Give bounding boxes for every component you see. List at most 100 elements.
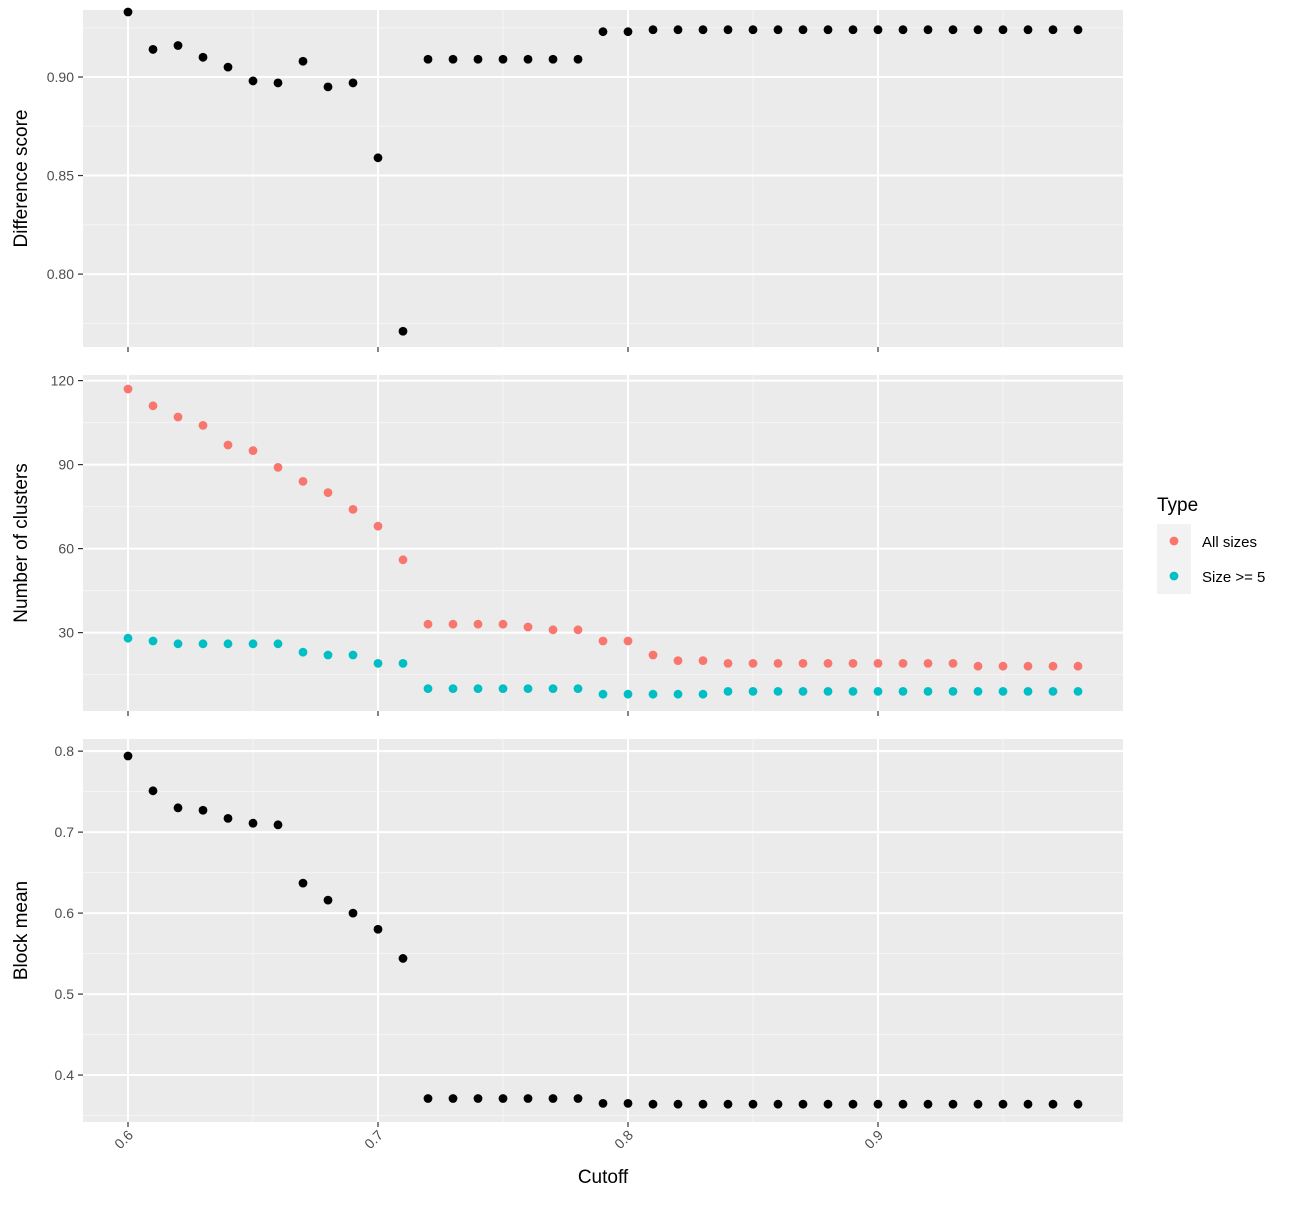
data-point <box>373 153 383 163</box>
data-point <box>548 625 558 635</box>
data-point <box>348 650 358 660</box>
data-point <box>948 687 958 696</box>
data-point <box>348 78 358 88</box>
data-point <box>923 687 933 696</box>
data-point <box>373 659 383 668</box>
y-tick-label: 120 <box>51 373 75 389</box>
data-point <box>223 813 233 823</box>
data-point <box>723 1099 733 1109</box>
data-point <box>798 687 808 696</box>
data-point <box>948 25 958 35</box>
y-tick-label: 90 <box>58 457 74 473</box>
data-point <box>823 687 833 696</box>
series-1 <box>123 751 1083 1109</box>
data-point <box>1073 661 1083 671</box>
y-tick-label: 0.90 <box>47 69 74 85</box>
data-point <box>698 25 708 35</box>
data-point <box>448 54 458 64</box>
data-point <box>848 687 858 696</box>
data-point <box>698 1099 708 1109</box>
series-2 <box>123 633 1083 699</box>
data-point <box>248 76 258 86</box>
data-point <box>548 1094 558 1103</box>
data-point <box>523 1094 533 1103</box>
series-1 <box>123 7 1083 336</box>
data-point <box>473 54 483 64</box>
data-point <box>823 25 833 35</box>
data-point <box>473 684 483 693</box>
data-point <box>198 421 208 430</box>
data-point <box>873 687 883 696</box>
y-tick-label: 0.6 <box>55 905 75 921</box>
data-point <box>573 1094 583 1103</box>
data-point <box>848 25 858 35</box>
data-point <box>248 818 258 828</box>
data-point <box>898 659 908 668</box>
data-point <box>748 1099 758 1109</box>
data-point <box>598 689 608 699</box>
data-point <box>123 633 133 643</box>
data-point <box>798 25 808 35</box>
data-point <box>498 54 508 64</box>
y-tick-label: 0.4 <box>55 1067 75 1083</box>
data-point <box>1048 687 1058 696</box>
data-point <box>273 820 283 830</box>
data-point <box>198 52 208 62</box>
y-axis-title: Number of clusters <box>11 463 32 622</box>
data-point <box>648 1099 658 1109</box>
data-point <box>673 25 683 35</box>
data-point <box>873 25 883 35</box>
data-point <box>198 639 208 649</box>
data-point <box>998 25 1008 35</box>
data-point <box>898 687 908 696</box>
data-point <box>298 878 308 888</box>
data-point <box>648 689 658 699</box>
data-point <box>998 661 1008 671</box>
data-point <box>548 54 558 64</box>
data-point <box>423 54 433 64</box>
data-point <box>773 659 783 668</box>
y-tick-label: 0.85 <box>47 168 74 184</box>
data-point <box>1048 25 1058 35</box>
data-point <box>448 619 458 629</box>
data-point <box>1023 1099 1033 1109</box>
panel-background <box>83 375 1123 711</box>
data-point <box>323 650 333 660</box>
data-point <box>248 446 258 455</box>
panel-background <box>83 739 1123 1122</box>
data-point <box>973 687 983 696</box>
data-point <box>723 25 733 35</box>
data-point <box>473 1094 483 1103</box>
data-point <box>848 659 858 668</box>
data-point <box>573 54 583 64</box>
data-point <box>473 619 483 629</box>
y-tick-label: 0.7 <box>55 824 75 840</box>
data-point <box>448 1094 458 1103</box>
legend-marker <box>1169 536 1179 546</box>
data-point <box>673 689 683 699</box>
data-point <box>873 1099 883 1109</box>
data-point <box>398 659 408 668</box>
data-point <box>323 82 333 92</box>
data-point <box>723 687 733 696</box>
data-point <box>823 659 833 668</box>
data-point <box>773 687 783 696</box>
data-point <box>598 27 608 37</box>
data-point <box>323 895 333 905</box>
data-point <box>898 25 908 35</box>
data-point <box>773 1099 783 1109</box>
data-point <box>648 650 658 660</box>
data-point <box>398 954 408 963</box>
panel-3: 0.4 0.5 0.6 0.7 0.8 Block mean <box>11 739 1123 1127</box>
data-point <box>623 1098 633 1108</box>
data-point <box>623 689 633 699</box>
data-point <box>798 659 808 668</box>
data-point <box>373 521 383 531</box>
y-tick-label: 0.80 <box>47 266 74 282</box>
legend-label: Size >= 5 <box>1202 569 1265 586</box>
data-point <box>723 659 733 668</box>
data-point <box>848 1099 858 1109</box>
data-point <box>573 625 583 635</box>
data-point <box>1023 661 1033 671</box>
